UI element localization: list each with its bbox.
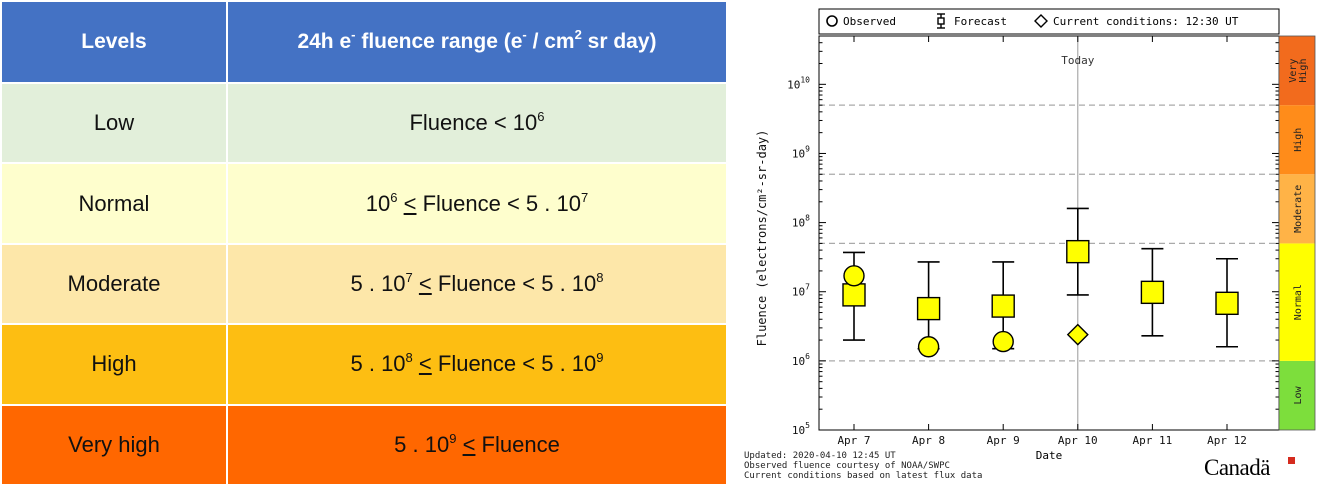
y-tick-label: 109 — [792, 144, 810, 160]
forecast-marker — [1140, 280, 1165, 305]
footer-updated: Updated: 2020-04-10 12:45 UT — [744, 451, 896, 461]
header-levels: Levels — [0, 0, 228, 84]
table-row: Very high 5 . 109 < Fluence — [0, 403, 728, 487]
legend-observed-label: Observed — [843, 15, 896, 28]
color-bar-label: High — [1293, 128, 1304, 152]
y-tick-label: 1010 — [787, 75, 810, 91]
x-axis-label: Date — [1036, 449, 1063, 462]
color-bar-label: Normal — [1293, 284, 1304, 320]
color-bar-label: Moderate — [1293, 185, 1304, 233]
observed-marker — [992, 330, 1014, 353]
legend-forecast-marker — [937, 13, 945, 29]
level-name-cell: Normal — [0, 162, 228, 245]
current-conditions-marker — [1066, 323, 1089, 346]
table-row: Normal 106 < Fluence < 5 . 107 — [0, 162, 728, 245]
legend-current-label: Current conditions: 12:30 UT — [1053, 15, 1239, 28]
x-tick-label: Apr 7 — [837, 434, 870, 447]
canada-wordmark: Canadä — [1204, 455, 1270, 480]
footer-current-note: Current conditions based on latest flux … — [744, 471, 982, 481]
x-tick-label: Apr 12 — [1207, 434, 1247, 447]
forecast-marker — [916, 296, 941, 321]
observed-marker — [917, 336, 940, 358]
fluence-levels-table: Levels 24h e- fluence range (e- / cm2 sr… — [0, 0, 728, 487]
today-label: Today — [1061, 54, 1094, 67]
table-row: Low Fluence < 106 — [0, 81, 728, 165]
table-row: High 5 . 108 < Fluence < 5 . 109 — [0, 323, 728, 406]
color-bar-label: VeryHigh — [1288, 59, 1309, 83]
level-name-cell: Moderate — [0, 242, 228, 326]
y-tick-label: 107 — [792, 283, 810, 299]
x-tick-label: Apr 10 — [1058, 434, 1098, 447]
color-bar-segment — [1279, 36, 1315, 106]
footer-credit: Observed fluence courtesy of NOAA/SWPC — [744, 461, 950, 471]
legend-current-marker — [1034, 14, 1048, 28]
fluence-range-cell: 5 . 107 < Fluence < 5 . 108 — [226, 242, 728, 326]
forecast-marker — [1215, 291, 1239, 316]
legend-observed-marker — [826, 15, 838, 27]
y-axis-label: Fluence (electrons/cm²-sr-day) — [755, 130, 769, 347]
y-tick-label: 105 — [792, 421, 810, 437]
x-tick-label: Apr 11 — [1133, 434, 1173, 447]
fluence-range-cell: 106 < Fluence < 5 . 107 — [226, 162, 728, 245]
level-name-cell: Very high — [0, 403, 228, 487]
color-bar-segment — [1279, 360, 1315, 430]
legend-box — [818, 8, 1280, 35]
x-tick-label: Apr 8 — [912, 434, 945, 447]
color-bar-frame — [1278, 35, 1316, 431]
forecast-marker — [842, 283, 866, 307]
forecast-marker — [991, 294, 1015, 318]
y-tick-label: 108 — [792, 214, 810, 230]
legend-forecast-label: Forecast — [954, 15, 1007, 28]
fluence-range-cell: Fluence < 106 — [226, 81, 728, 165]
header-fluence-range: 24h e- fluence range (e- / cm2 sr day) — [226, 0, 728, 84]
fluence-forecast-chart: Observed Forecast Current conditions: 12… — [744, 8, 1316, 481]
plot-frame — [818, 35, 1280, 431]
color-bar-label: Low — [1293, 385, 1304, 404]
forecast-marker — [1066, 239, 1090, 264]
table-row: Moderate 5 . 107 < Fluence < 5 . 108 — [0, 242, 728, 326]
observed-marker — [843, 265, 865, 287]
color-bar-segment — [1279, 105, 1315, 175]
x-tick-label: Apr 9 — [987, 434, 1020, 447]
fluence-chart-panel: Observed Forecast Current conditions: 12… — [736, 0, 1318, 486]
y-tick-label: 106 — [792, 352, 810, 368]
color-bar-segment — [1279, 243, 1315, 361]
table-header-row: Levels 24h e- fluence range (e- / cm2 sr… — [0, 0, 728, 84]
level-name-cell: High — [0, 323, 228, 406]
fluence-range-cell: 5 . 109 < Fluence — [226, 403, 728, 487]
color-bar-segment — [1279, 174, 1315, 244]
fluence-range-cell: 5 . 108 < Fluence < 5 . 109 — [226, 323, 728, 406]
level-name-cell: Low — [0, 81, 228, 165]
canada-flag-icon — [1288, 457, 1295, 464]
